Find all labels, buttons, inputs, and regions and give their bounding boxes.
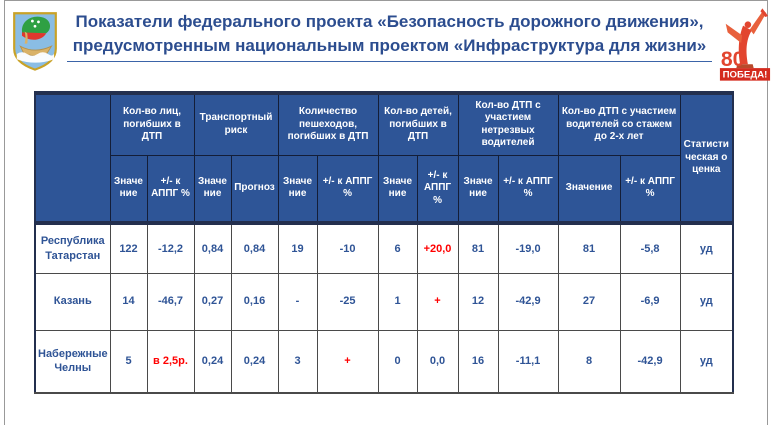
indicators-table: Кол-во лиц, погибших в ДТП Транспортный … — [34, 91, 735, 394]
table-cell: +20,0 — [416, 222, 459, 274]
sub-forecast: Прогноз — [230, 154, 279, 225]
table-cell: 3 — [277, 329, 318, 394]
sub-value: Значение — [377, 154, 418, 225]
stat-col-header: Статистическая оценка — [679, 92, 734, 225]
table-cell: 1 — [377, 272, 418, 331]
row-label: Набережные Челны — [34, 329, 111, 394]
group-children: Кол-во детей, погибших в ДТП — [377, 92, 459, 156]
slide-header: Показатели федерального проекта «Безопас… — [5, 1, 771, 89]
group-novice-drivers: Кол-во ДТП с участием водителей со стаже… — [557, 92, 681, 156]
table-cell: 0,0 — [416, 329, 459, 394]
sub-appg: +/- к АППГ % — [146, 154, 195, 225]
sub-value: Значение — [457, 154, 499, 225]
sub-appg: +/- к АППГ % — [497, 154, 559, 225]
sub-appg: +/- к АППГ % — [619, 154, 681, 225]
table-cell: -6,9 — [619, 272, 681, 331]
table-cell: 27 — [557, 272, 621, 331]
title-underline — [67, 61, 712, 63]
table-cell: уд — [679, 272, 734, 331]
table-cell: 0,84 — [230, 222, 279, 274]
group-transport-risk: Транспортный риск — [193, 92, 279, 156]
table-cell: 19 — [277, 222, 318, 274]
table-cell: + — [316, 329, 379, 394]
sub-appg: +/- к АППГ % — [316, 154, 379, 225]
table-cell: -46,7 — [146, 272, 195, 331]
table-cell: -11,1 — [497, 329, 559, 394]
table-cell: 0,24 — [230, 329, 279, 394]
table-cell: в 2,5р. — [146, 329, 195, 394]
sub-appg: +/- к АППГ % — [416, 154, 459, 225]
table-cell: 0,24 — [193, 329, 232, 394]
row-label: Республика Татарстан — [34, 222, 111, 274]
slide: Показатели федерального проекта «Безопас… — [4, 0, 771, 425]
city-coat-of-arms-icon — [13, 12, 57, 71]
table-body: Республика Татарстан 122 -12,2 0,84 0,84 19 -1… — [34, 222, 734, 394]
table-cell: -42,9 — [619, 329, 681, 394]
table-cell: 0,84 — [193, 222, 232, 274]
table-cell: 0 — [377, 329, 418, 394]
title-block: Показатели федерального проекта «Безопас… — [61, 6, 718, 63]
logo-80-text: 80 — [721, 48, 745, 71]
table-cell: + — [416, 272, 459, 331]
table-cell: 6 — [377, 222, 418, 274]
table-cell: 14 — [109, 272, 148, 331]
group-deaths: Кол-во лиц, погибших в ДТП — [109, 92, 195, 156]
table-cell: 8 — [557, 329, 621, 394]
row-label: Казань — [34, 272, 111, 331]
table-cell: 81 — [557, 222, 621, 274]
victory-80-logo: 80 ПОБЕДА! — [719, 8, 771, 81]
sub-value: Значение — [109, 154, 148, 225]
table-cell: 122 — [109, 222, 148, 274]
header-group-row: Кол-во лиц, погибших в ДТП Транспортный … — [34, 92, 734, 225]
table-cell: -42,9 — [497, 272, 559, 331]
header-sub-row: Значение +/- к АППГ % Значение Прогноз З… — [35, 154, 733, 225]
group-pedestrians: Количество пешеходов, погибших в ДТП — [277, 92, 379, 156]
table-cell: 5 — [109, 329, 148, 394]
table-cell: 81 — [457, 222, 499, 274]
table-row: Республика Татарстан 122 -12,2 0,84 0,84 19 -1… — [34, 222, 734, 274]
table-row: Казань 14 -46,7 0,27 0,16- -25 1 +12 -42,9 27 -6,9… — [34, 272, 734, 331]
table-cell: -12,2 — [146, 222, 195, 274]
logo-pobeda-text: ПОБЕДА! — [723, 70, 768, 81]
page-title: Показатели федерального проекта «Безопас… — [72, 12, 707, 56]
table-cell: -10 — [316, 222, 379, 274]
table-cell: уд — [679, 329, 734, 394]
table-cell: 0,27 — [193, 272, 232, 331]
table-cell: -19,0 — [497, 222, 559, 274]
corner-cell — [34, 92, 111, 225]
table-cell: - — [277, 272, 318, 331]
table-cell: уд — [679, 222, 734, 274]
table-cell: -25 — [316, 272, 379, 331]
sub-value: Значение — [557, 154, 621, 225]
sub-value: Значение — [277, 154, 318, 225]
table-cell: 12 — [457, 272, 499, 331]
group-drunk-drivers: Кол-во ДТП с участием нетрезвых водителе… — [457, 92, 559, 156]
table-cell: -5,8 — [619, 222, 681, 274]
table-cell: 0,16 — [230, 272, 279, 331]
table-row: Набережные Челны 5 в 2,5р. 0,24 0,24 3 +0 0,0 16… — [34, 329, 734, 394]
table-cell: 16 — [457, 329, 499, 394]
sub-value: Значение — [193, 154, 232, 225]
